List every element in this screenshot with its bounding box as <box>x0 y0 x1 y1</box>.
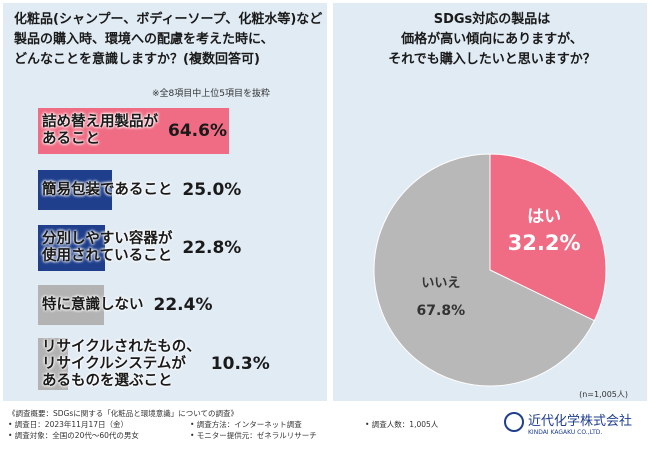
pie-slice <box>373 153 596 387</box>
sample-note: (n=1,005人) <box>579 390 628 399</box>
bar-label: 特に意識しない <box>42 296 144 313</box>
chart-title: 化粧品(シャンプー、ボディーソープ、化粧水等)など <box>14 12 323 27</box>
footer-text: • 調査日：2023年11月17日（金） <box>8 420 128 429</box>
bar-row: 詰め替え用製品が あること 64.6% <box>38 108 229 154</box>
chart-title: 製品の購入時、環境への配慮を考えた時に、 <box>14 32 274 47</box>
footer-text: • 調査対象：全国の20代～60代の男女 <box>8 431 139 440</box>
bar-row: リサイクルされたもの、 リサイクルシステムが あるものを選ぶこと 10.3% <box>38 338 270 390</box>
logo <box>504 412 524 432</box>
bar-label: 簡易包装であること <box>42 181 173 198</box>
footer-text: • モニター提供元：ゼネラルリサーチ <box>190 431 317 440</box>
bar <box>38 338 69 390</box>
company-name: 近代化学株式会社 <box>528 414 633 429</box>
bar <box>38 108 229 154</box>
subtitle: ※全8項目中上位5項目を抜粋 <box>152 89 270 99</box>
slice-value: 67.8% <box>417 303 466 319</box>
bar-row: 特に意識しない 22.4% <box>38 285 212 325</box>
value-label: 22.8% <box>182 238 242 258</box>
bar <box>38 170 112 210</box>
bar-label: 詰め替え用製品が あること <box>42 114 158 147</box>
chart-title: SDGs対応の製品は <box>433 12 551 27</box>
company-name-en: KINDAI KAGAKU CO.,LTD. <box>528 429 603 436</box>
pie-slice <box>489 153 607 322</box>
chart-title: 価格が高い傾向にありますが、 <box>401 32 583 47</box>
chart-title: どんなことを意識しますか？(複数回答可) <box>14 52 260 67</box>
footer-text: • 調査人数：1,005人 <box>365 420 439 429</box>
slice-value: 32.2% <box>508 231 581 255</box>
bar-row: 簡易包装であること 25.0% <box>38 170 241 210</box>
value-label: 22.4% <box>153 295 213 315</box>
bar <box>38 285 105 325</box>
footer-text: 《調査概要：SDGsに関する「化粧品と環境意識」についての調査》 <box>8 409 239 418</box>
bar-label: 分別しやすい容器が 使用されていること <box>42 231 173 264</box>
bar-row: 分別しやすい容器が 使用されていること 22.8% <box>38 225 241 271</box>
footer-text: • 調査方法：インターネット調査 <box>190 420 302 429</box>
bar-label: リサイクルされたもの、 リサイクルシステムが あるものを選ぶこと <box>42 338 201 389</box>
value-label: 64.6% <box>168 121 227 141</box>
value-label: 25.0% <box>182 180 242 200</box>
bar <box>38 225 106 271</box>
chart-title: それでも購入したいと思いますか？ <box>388 52 596 67</box>
value-label: 10.3% <box>210 354 270 374</box>
slice-label: いいえ <box>421 276 460 291</box>
slice-label: はい <box>527 207 561 227</box>
